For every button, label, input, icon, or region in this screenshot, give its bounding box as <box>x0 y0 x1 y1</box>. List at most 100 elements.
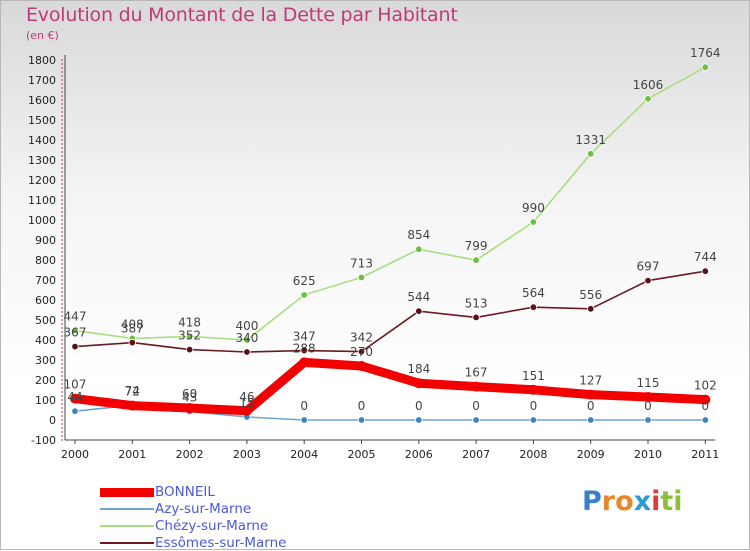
data-label: 854 <box>407 228 430 242</box>
data-point <box>357 347 366 356</box>
data-label: 513 <box>465 296 488 310</box>
data-point <box>71 342 79 351</box>
data-label: 1764 <box>690 46 721 60</box>
proxiti-logo: Proxiti <box>582 486 683 517</box>
legend-label: Essômes-sur-Marne <box>155 535 287 551</box>
data-point <box>300 291 308 299</box>
data-label: 0 <box>530 399 538 413</box>
data-label: 107 <box>64 378 87 392</box>
data-label: 400 <box>235 319 258 333</box>
x-tick-label: 2011 <box>691 448 719 461</box>
data-label: 340 <box>235 331 258 345</box>
series-line <box>70 357 710 416</box>
y-tick-label: 0 <box>49 414 56 427</box>
data-label: 0 <box>644 399 652 413</box>
x-tick-label: 2003 <box>233 448 261 461</box>
data-point <box>241 405 252 416</box>
data-label: 46 <box>239 390 254 404</box>
y-tick-label: 1100 <box>28 194 56 207</box>
data-point <box>644 416 652 424</box>
data-label: 744 <box>694 250 717 264</box>
legend-item: BONNEIL <box>100 484 215 500</box>
data-label: 408 <box>121 317 144 331</box>
data-point <box>585 389 596 400</box>
data-point <box>413 378 424 389</box>
data-point <box>243 336 251 344</box>
y-tick-label: 200 <box>35 374 56 387</box>
data-point <box>701 416 709 424</box>
logo-letter: i <box>673 486 683 517</box>
legend-label: Azy-sur-Marne <box>155 501 252 517</box>
y-tick-label: 600 <box>35 294 56 307</box>
data-point <box>528 384 539 395</box>
data-label: 544 <box>407 290 430 304</box>
data-point <box>415 416 423 424</box>
data-point <box>300 346 308 355</box>
y-tick-label: 1800 <box>28 54 56 67</box>
logo-letter: o <box>615 486 634 517</box>
data-point <box>357 416 366 424</box>
data-label: 625 <box>293 274 316 288</box>
data-label: 564 <box>522 286 545 300</box>
data-label: 184 <box>407 362 430 376</box>
y-tick-label: 500 <box>35 314 56 327</box>
data-point <box>587 150 595 158</box>
x-tick-label: 2007 <box>462 448 490 461</box>
data-label: 418 <box>178 315 201 329</box>
y-tick-label: 1500 <box>28 114 56 127</box>
legend-label: BONNEIL <box>155 484 215 500</box>
data-label: 72 <box>125 385 140 399</box>
data-label: 697 <box>637 260 660 274</box>
y-tick-label: 1300 <box>28 154 56 167</box>
y-tick-label: 300 <box>35 354 56 367</box>
data-label: 167 <box>465 366 488 380</box>
data-label: 74 <box>125 384 140 398</box>
legend-swatch <box>100 487 154 497</box>
data-point <box>587 416 595 424</box>
data-label: 270 <box>350 345 373 359</box>
y-tick-label: 1400 <box>28 134 56 147</box>
data-point <box>127 400 138 411</box>
data-point <box>700 394 711 405</box>
data-point <box>299 357 310 368</box>
data-point <box>472 416 480 424</box>
y-tick-label: 900 <box>35 234 56 247</box>
y-tick-label: 400 <box>35 334 56 347</box>
data-point <box>415 245 423 253</box>
data-label: 60 <box>182 387 197 401</box>
data-label: 713 <box>350 256 373 270</box>
legend-swatch <box>100 542 154 544</box>
data-point <box>185 332 194 341</box>
data-point <box>701 63 709 71</box>
legend-item: Chézy-sur-Marne <box>100 518 268 534</box>
data-point <box>643 392 653 402</box>
data-label: 0 <box>472 399 480 413</box>
y-tick-label: 100 <box>35 394 56 407</box>
data-point <box>587 305 595 313</box>
data-point <box>644 276 652 285</box>
data-point <box>472 313 480 322</box>
logo-letter: x <box>633 486 652 517</box>
data-label: 352 <box>178 329 201 343</box>
data-label: 0 <box>701 399 709 413</box>
data-point <box>70 393 80 404</box>
data-point <box>529 218 538 226</box>
y-tick-label: 700 <box>35 274 56 287</box>
data-label: 367 <box>64 326 87 340</box>
data-label: 1606 <box>633 78 664 92</box>
data-point <box>701 267 709 275</box>
x-tick-label: 2006 <box>405 448 433 461</box>
data-label: 799 <box>465 239 488 253</box>
logo-letter: t <box>660 486 674 517</box>
data-label: 387 <box>121 322 144 336</box>
legend-item: Azy-sur-Marne <box>100 501 251 517</box>
data-label: 115 <box>637 376 660 390</box>
data-label: 102 <box>694 379 717 393</box>
data-label: 288 <box>293 341 316 355</box>
y-tick-label: 800 <box>35 254 56 267</box>
series-line <box>74 270 707 353</box>
y-tick-label: -100 <box>31 434 56 447</box>
legend-label: Chézy-sur-Marne <box>155 518 269 534</box>
data-label: 127 <box>579 374 602 388</box>
